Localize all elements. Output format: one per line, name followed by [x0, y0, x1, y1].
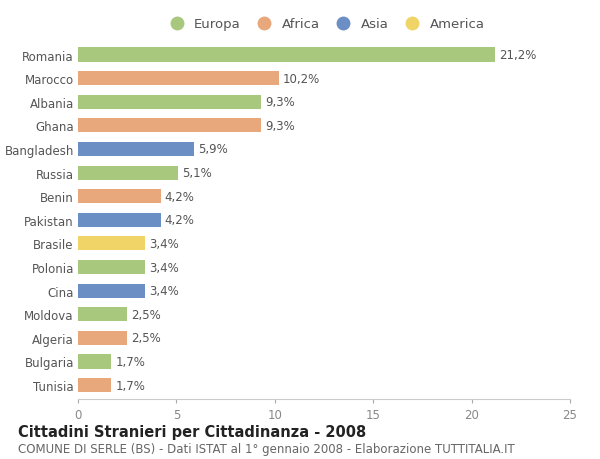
Text: 21,2%: 21,2% — [499, 49, 536, 62]
Bar — [78, 119, 261, 133]
Bar — [78, 284, 145, 298]
Text: 3,4%: 3,4% — [149, 261, 179, 274]
Text: 9,3%: 9,3% — [265, 96, 295, 109]
Bar — [78, 72, 279, 86]
Bar — [78, 260, 145, 274]
Bar — [78, 166, 178, 180]
Text: 3,4%: 3,4% — [149, 285, 179, 297]
Text: 1,7%: 1,7% — [115, 379, 145, 392]
Bar — [78, 354, 112, 369]
Bar — [78, 378, 112, 392]
Bar — [78, 95, 261, 110]
Bar — [78, 331, 127, 345]
Bar — [78, 213, 161, 227]
Text: 5,1%: 5,1% — [182, 167, 212, 179]
Text: Cittadini Stranieri per Cittadinanza - 2008: Cittadini Stranieri per Cittadinanza - 2… — [18, 425, 366, 440]
Bar — [78, 143, 194, 157]
Bar — [78, 48, 495, 62]
Legend: Europa, Africa, Asia, America: Europa, Africa, Asia, America — [164, 18, 484, 31]
Text: 4,2%: 4,2% — [164, 190, 194, 203]
Text: 3,4%: 3,4% — [149, 237, 179, 250]
Text: 1,7%: 1,7% — [115, 355, 145, 368]
Bar — [78, 308, 127, 322]
Bar — [78, 190, 161, 204]
Text: 2,5%: 2,5% — [131, 308, 161, 321]
Text: 9,3%: 9,3% — [265, 120, 295, 133]
Text: COMUNE DI SERLE (BS) - Dati ISTAT al 1° gennaio 2008 - Elaborazione TUTTITALIA.I: COMUNE DI SERLE (BS) - Dati ISTAT al 1° … — [18, 442, 515, 454]
Text: 5,9%: 5,9% — [198, 143, 228, 156]
Text: 4,2%: 4,2% — [164, 214, 194, 227]
Text: 10,2%: 10,2% — [283, 73, 320, 85]
Bar — [78, 237, 145, 251]
Text: 2,5%: 2,5% — [131, 331, 161, 345]
